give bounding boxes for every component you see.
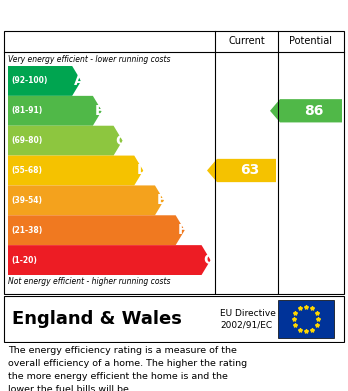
Text: B: B	[95, 104, 105, 118]
Text: (81-91): (81-91)	[11, 106, 42, 115]
Text: (55-68): (55-68)	[11, 166, 42, 175]
Text: Not energy efficient - higher running costs: Not energy efficient - higher running co…	[8, 277, 171, 286]
Text: Energy Efficiency Rating: Energy Efficiency Rating	[9, 7, 230, 23]
Text: (39-54): (39-54)	[11, 196, 42, 205]
Polygon shape	[8, 156, 143, 185]
Text: 86: 86	[304, 104, 324, 118]
Text: A: A	[74, 74, 85, 88]
Text: D: D	[136, 163, 148, 178]
Text: England & Wales: England & Wales	[12, 310, 182, 328]
Text: (92-100): (92-100)	[11, 76, 47, 85]
Polygon shape	[207, 159, 276, 182]
Polygon shape	[8, 126, 122, 156]
Polygon shape	[8, 215, 185, 245]
Polygon shape	[8, 185, 164, 215]
Text: (1-20): (1-20)	[11, 256, 37, 265]
Polygon shape	[8, 245, 211, 275]
Text: E: E	[157, 194, 166, 207]
Polygon shape	[8, 66, 81, 96]
Text: Potential: Potential	[290, 36, 332, 46]
Text: Current: Current	[228, 36, 265, 46]
Text: (69-80): (69-80)	[11, 136, 42, 145]
Text: The energy efficiency rating is a measure of the
overall efficiency of a home. T: The energy efficiency rating is a measur…	[8, 346, 247, 391]
Text: G: G	[204, 253, 215, 267]
Text: Very energy efficient - lower running costs: Very energy efficient - lower running co…	[8, 55, 171, 64]
Polygon shape	[270, 99, 342, 122]
Text: 63: 63	[240, 163, 259, 178]
Text: F: F	[178, 223, 187, 237]
Text: C: C	[116, 134, 126, 148]
Polygon shape	[8, 96, 102, 126]
Bar	[278, 300, 334, 338]
Text: (21-38): (21-38)	[11, 226, 42, 235]
Text: EU Directive
2002/91/EC: EU Directive 2002/91/EC	[220, 308, 276, 329]
